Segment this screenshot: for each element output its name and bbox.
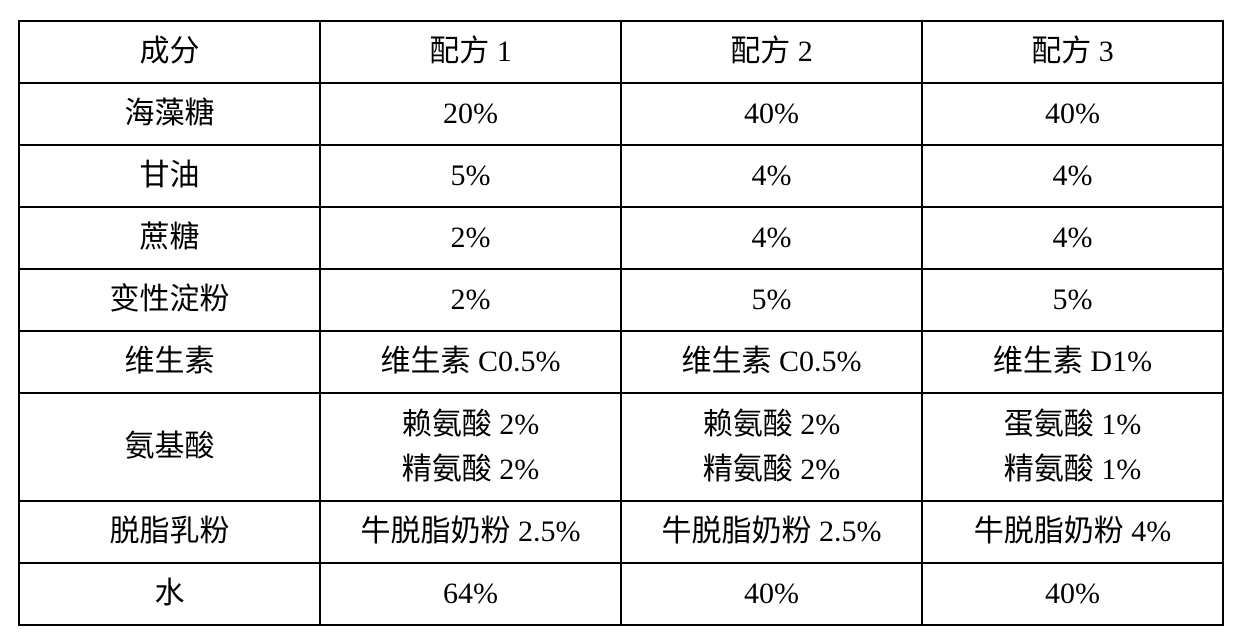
cell-ingredient: 蔗糖 (19, 207, 320, 269)
cell-ingredient: 氨基酸 (19, 393, 320, 501)
table-row: 甘油 5% 4% 4% (19, 145, 1223, 207)
table-row: 变性淀粉 2% 5% 5% (19, 269, 1223, 331)
cell-value: 5% (922, 269, 1223, 331)
cell-value: 40% (621, 83, 922, 145)
cell-value-line: 赖氨酸 2% (626, 402, 917, 447)
col-header-formula-1: 配方 1 (320, 21, 621, 83)
cell-value: 20% (320, 83, 621, 145)
table-row: 水 64% 40% 40% (19, 563, 1223, 625)
cell-value: 维生素 D1% (922, 331, 1223, 393)
cell-value: 4% (922, 145, 1223, 207)
cell-value: 维生素 C0.5% (320, 331, 621, 393)
cell-value: 5% (320, 145, 621, 207)
cell-value-line: 精氨酸 2% (626, 447, 917, 492)
cell-value: 2% (320, 207, 621, 269)
cell-ingredient: 维生素 (19, 331, 320, 393)
cell-value: 牛脱脂奶粉 2.5% (621, 501, 922, 563)
cell-value: 4% (621, 145, 922, 207)
cell-ingredient: 水 (19, 563, 320, 625)
cell-value: 牛脱脂奶粉 4% (922, 501, 1223, 563)
table-header: 成分 配方 1 配方 2 配方 3 (19, 21, 1223, 83)
cell-value: 5% (621, 269, 922, 331)
cell-value: 4% (922, 207, 1223, 269)
col-header-formula-2: 配方 2 (621, 21, 922, 83)
col-header-formula-3: 配方 3 (922, 21, 1223, 83)
cell-ingredient: 甘油 (19, 145, 320, 207)
table-row: 脱脂乳粉 牛脱脂奶粉 2.5% 牛脱脂奶粉 2.5% 牛脱脂奶粉 4% (19, 501, 1223, 563)
table-row: 海藻糖 20% 40% 40% (19, 83, 1223, 145)
cell-value-line: 精氨酸 1% (927, 447, 1218, 492)
page: 成分 配方 1 配方 2 配方 3 海藻糖 20% 40% 40% 甘油 5% … (0, 0, 1240, 644)
cell-value-line: 精氨酸 2% (325, 447, 616, 492)
table-row: 氨基酸 赖氨酸 2% 精氨酸 2% 赖氨酸 2% 精氨酸 2% 蛋氨酸 1% 精… (19, 393, 1223, 501)
cell-value: 赖氨酸 2% 精氨酸 2% (320, 393, 621, 501)
cell-value: 40% (922, 83, 1223, 145)
cell-value: 蛋氨酸 1% 精氨酸 1% (922, 393, 1223, 501)
cell-value: 维生素 C0.5% (621, 331, 922, 393)
table-body: 海藻糖 20% 40% 40% 甘油 5% 4% 4% 蔗糖 2% 4% 4% … (19, 83, 1223, 625)
table-row: 蔗糖 2% 4% 4% (19, 207, 1223, 269)
cell-ingredient: 变性淀粉 (19, 269, 320, 331)
cell-value: 64% (320, 563, 621, 625)
cell-value-line: 赖氨酸 2% (325, 402, 616, 447)
cell-value: 赖氨酸 2% 精氨酸 2% (621, 393, 922, 501)
table-header-row: 成分 配方 1 配方 2 配方 3 (19, 21, 1223, 83)
formulation-table: 成分 配方 1 配方 2 配方 3 海藻糖 20% 40% 40% 甘油 5% … (18, 20, 1224, 626)
cell-value-line: 蛋氨酸 1% (927, 402, 1218, 447)
cell-ingredient: 海藻糖 (19, 83, 320, 145)
col-header-ingredient: 成分 (19, 21, 320, 83)
cell-value: 牛脱脂奶粉 2.5% (320, 501, 621, 563)
cell-value: 4% (621, 207, 922, 269)
cell-value: 2% (320, 269, 621, 331)
cell-value: 40% (621, 563, 922, 625)
cell-ingredient: 脱脂乳粉 (19, 501, 320, 563)
table-row: 维生素 维生素 C0.5% 维生素 C0.5% 维生素 D1% (19, 331, 1223, 393)
cell-value: 40% (922, 563, 1223, 625)
